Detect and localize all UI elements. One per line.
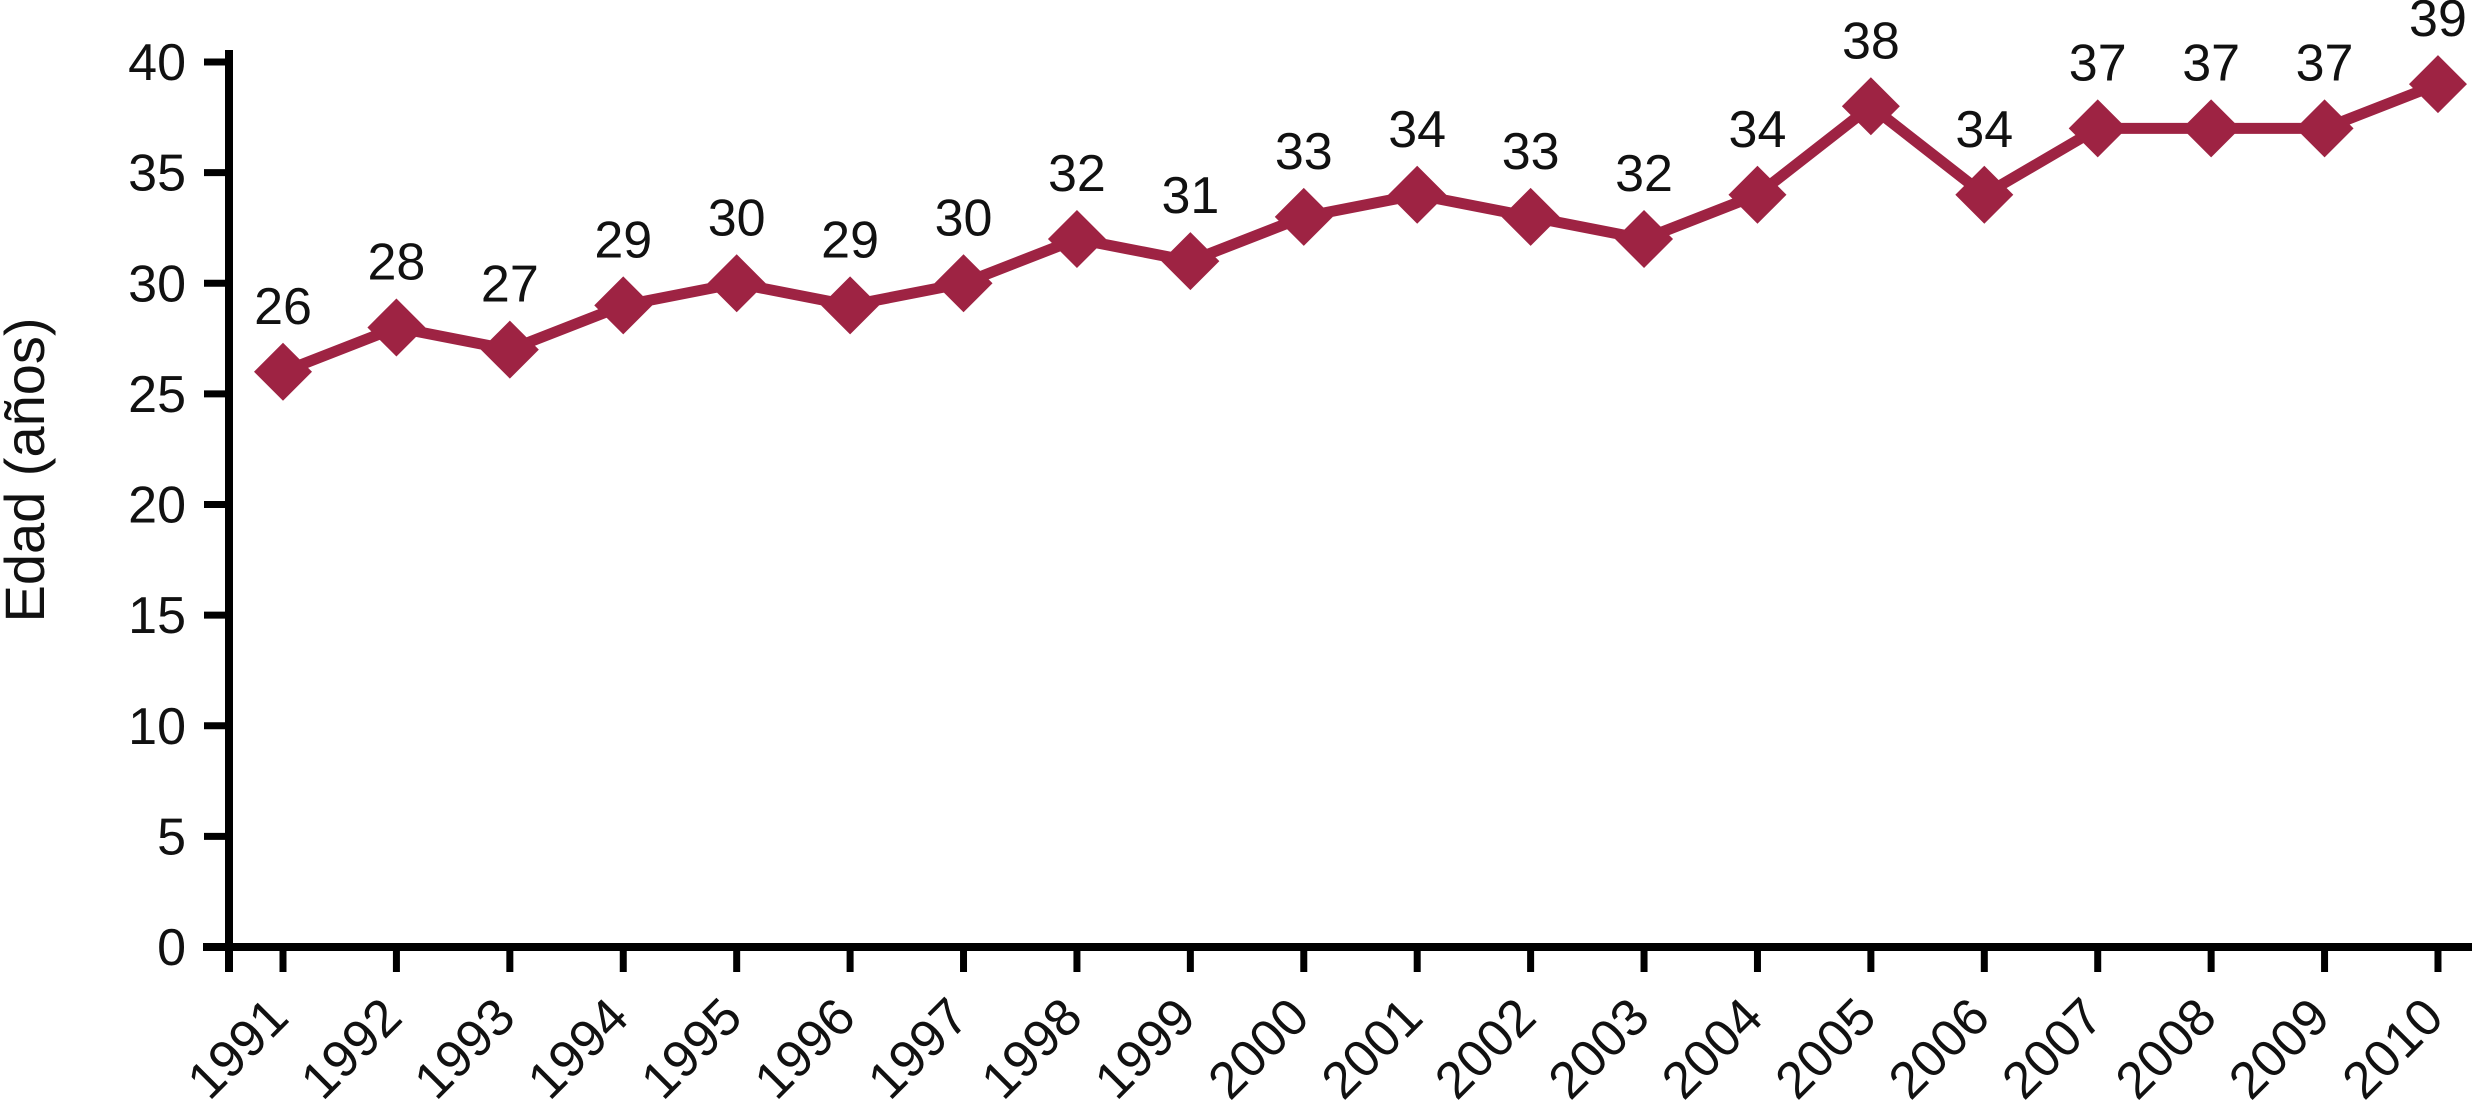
data-point-marker [1615, 210, 1674, 268]
y-axis-tick-label: 40 [128, 34, 186, 92]
data-point-label: 30 [708, 189, 766, 247]
x-axis-tick-label: 1997 [857, 987, 980, 1110]
x-axis-tick-label: 2006 [1878, 987, 2001, 1110]
x-axis-tick-label: 2000 [1197, 987, 1320, 1110]
data-point-marker [707, 254, 766, 313]
data-point-label: 31 [1161, 167, 1219, 225]
data-point-marker [2182, 99, 2241, 158]
data-point-marker [2068, 99, 2127, 158]
x-axis-tick-label: 1999 [1084, 987, 1207, 1110]
y-axis-tick-label: 15 [128, 587, 186, 645]
x-axis-tick-label: 1998 [971, 987, 1094, 1110]
data-point-marker [1841, 77, 1900, 136]
y-axis-tick-label: 10 [128, 698, 186, 756]
x-axis-tick-label: 1993 [404, 987, 527, 1110]
data-point-label: 38 [1842, 12, 1900, 70]
data-point-label: 26 [254, 278, 312, 336]
data-point-marker [480, 320, 539, 379]
data-point-marker [1501, 187, 1560, 246]
data-point-label: 28 [367, 234, 425, 292]
x-axis-tick-label: 1994 [517, 987, 640, 1110]
data-point-marker [1047, 210, 1106, 268]
data-point-marker [1274, 187, 1333, 246]
data-point-label: 33 [1502, 123, 1560, 181]
x-axis-tick-label: 2005 [1765, 987, 1888, 1110]
y-axis-tick-label: 35 [128, 145, 186, 203]
data-point-marker [1728, 165, 1787, 224]
data-point-label: 37 [2069, 34, 2127, 92]
data-point-marker [594, 276, 653, 335]
x-axis-tick-label: 1996 [744, 987, 867, 1110]
data-point-label: 29 [594, 211, 652, 269]
data-point-label: 32 [1048, 145, 1106, 203]
x-axis-tick-label: 1995 [630, 987, 753, 1110]
data-point-label: 27 [481, 256, 539, 314]
x-axis-tick-label: 2001 [1311, 987, 1434, 1110]
x-axis-tick-label: 2009 [2218, 987, 2341, 1110]
data-point-label: 37 [2296, 34, 2354, 92]
y-axis-tick-label: 20 [128, 477, 186, 535]
data-point-marker [2295, 99, 2354, 158]
x-axis-tick-label: 2007 [1991, 987, 2114, 1110]
y-axis-tick-label: 5 [157, 808, 186, 866]
data-point-marker [1388, 165, 1447, 224]
data-point-label: 29 [821, 211, 879, 269]
y-axis-tick-label: 25 [128, 366, 186, 424]
data-point-label: 37 [2182, 34, 2240, 92]
x-axis-tick-label: 2008 [2105, 987, 2228, 1110]
x-axis-tick-label: 1992 [290, 987, 413, 1110]
data-point-label: 32 [1615, 145, 1673, 203]
x-axis-tick-label: 2002 [1424, 987, 1547, 1110]
data-point-label: 34 [1729, 101, 1787, 159]
data-point-marker [367, 298, 426, 357]
data-point-marker [254, 342, 312, 401]
data-point-marker [1161, 232, 1220, 291]
data-point-label: 30 [935, 189, 993, 247]
data-point-label: 33 [1275, 123, 1333, 181]
data-point-marker [2408, 55, 2467, 114]
x-axis-tick-label: 2004 [1651, 987, 1774, 1110]
data-point-marker [1955, 165, 2014, 224]
data-point-marker [934, 254, 993, 313]
data-point-marker [821, 276, 880, 335]
data-point-label: 34 [1388, 101, 1446, 159]
x-axis-tick-label: 1991 [177, 987, 300, 1110]
data-point-label: 34 [1955, 101, 2013, 159]
data-point-label: 39 [2409, 0, 2467, 48]
x-axis-tick-label: 2003 [1538, 987, 1661, 1110]
x-axis-tick-label: 2010 [2332, 987, 2455, 1110]
y-axis-title: Edad (años) [0, 317, 56, 622]
y-axis-tick-label: 0 [157, 919, 186, 977]
y-axis-tick-label: 30 [128, 255, 186, 313]
